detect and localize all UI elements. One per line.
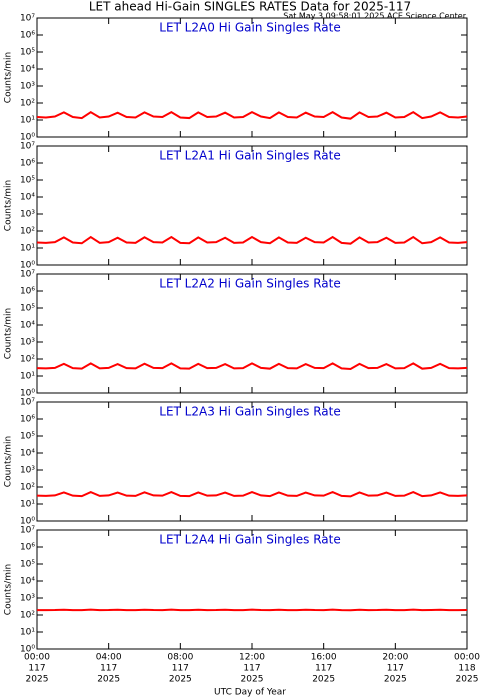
y-axis-label: Counts/min [4, 564, 14, 615]
x-tick-label: 04:00 [96, 653, 122, 663]
x-tick-day: 117 [387, 664, 404, 674]
x-tick-year: 2025 [384, 675, 407, 685]
y-axis-label: Counts/min [4, 436, 14, 487]
y-tick-label: 10⁶ [20, 159, 35, 169]
chart-title: LET ahead Hi-Gain SINGLES RATES Data for… [89, 0, 411, 14]
plot-frame [36, 273, 468, 394]
y-axis-label: Counts/min [4, 308, 14, 359]
x-tick-day: 118 [458, 664, 475, 674]
x-tick-year: 2025 [97, 675, 120, 685]
y-tick-label: 10⁷ [20, 526, 35, 536]
x-tick-day: 117 [172, 664, 189, 674]
x-axis-label: UTC Day of Year [214, 688, 286, 698]
y-tick-label: 10³ [20, 338, 35, 348]
x-tick-label: 20:00 [382, 653, 408, 663]
y-tick-label: 10⁷ [20, 270, 35, 280]
y-tick-label: 10⁵ [20, 48, 35, 58]
y-tick-label: 10⁰ [20, 517, 35, 527]
y-tick-label: 10¹ [20, 500, 35, 510]
y-tick-label: 10⁰ [20, 389, 35, 399]
plot-frame [36, 401, 468, 522]
x-tick-year: 2025 [312, 675, 335, 685]
y-tick-label: 10² [20, 611, 35, 621]
y-tick-label: 10⁴ [20, 577, 35, 587]
y-tick-label: 10⁰ [20, 645, 35, 655]
y-tick-label: 10² [20, 227, 35, 237]
plot-frame [36, 17, 468, 138]
data-line [36, 608, 468, 612]
y-tick-label: 10⁵ [20, 560, 35, 570]
data-line [36, 491, 468, 498]
y-tick-label: 10³ [20, 82, 35, 92]
y-axis-label: Counts/min [4, 180, 14, 231]
x-tick-year: 2025 [169, 675, 192, 685]
y-tick-label: 10⁷ [20, 142, 35, 152]
data-line [36, 110, 468, 120]
y-tick-label: 10⁴ [20, 449, 35, 459]
panel-title: LET L2A4 Hi Gain Singles Rate [159, 533, 340, 547]
panel-title: LET L2A0 Hi Gain Singles Rate [159, 21, 340, 35]
y-tick-label: 10² [20, 355, 35, 365]
y-tick-label: 10⁴ [20, 65, 35, 75]
y-tick-label: 10⁵ [20, 304, 35, 314]
x-tick-year: 2025 [241, 675, 264, 685]
y-tick-label: 10³ [20, 466, 35, 476]
x-tick-year: 2025 [26, 675, 49, 685]
y-tick-label: 10⁴ [20, 321, 35, 331]
x-tick-label: 16:00 [311, 653, 337, 663]
y-tick-label: 10² [20, 483, 35, 493]
y-tick-label: 10² [20, 99, 35, 109]
chart-subtitle: Sat May 3 09:58:01 2025 ACE Science Cent… [283, 12, 466, 21]
x-tick-label: 00:00 [454, 653, 480, 663]
plot-frame [36, 145, 468, 266]
x-tick-day: 117 [28, 664, 45, 674]
panel-title: LET L2A1 Hi Gain Singles Rate [159, 149, 340, 163]
y-axis-label: Counts/min [4, 52, 14, 103]
y-tick-label: 10¹ [20, 244, 35, 254]
y-tick-label: 10⁶ [20, 31, 35, 41]
y-tick-label: 10⁰ [20, 133, 35, 143]
y-tick-label: 10³ [20, 594, 35, 604]
y-tick-label: 10⁵ [20, 432, 35, 442]
x-tick-day: 117 [243, 664, 260, 674]
y-tick-label: 10⁶ [20, 287, 35, 297]
y-tick-label: 10⁶ [20, 415, 35, 425]
y-tick-label: 10⁵ [20, 176, 35, 186]
x-tick-label: 00:00 [24, 653, 50, 663]
y-tick-label: 10¹ [20, 372, 35, 382]
plot-frame [36, 529, 468, 650]
x-tick-label: 08:00 [167, 653, 193, 663]
x-tick-year: 2025 [456, 675, 479, 685]
x-tick-day: 117 [315, 664, 332, 674]
y-tick-label: 10¹ [20, 116, 35, 126]
y-tick-label: 10⁷ [20, 398, 35, 408]
data-line [36, 362, 468, 370]
panel-title: LET L2A3 Hi Gain Singles Rate [159, 405, 340, 419]
y-tick-label: 10¹ [20, 628, 35, 638]
y-tick-label: 10⁴ [20, 193, 35, 203]
y-tick-label: 10⁰ [20, 261, 35, 271]
y-tick-label: 10⁶ [20, 543, 35, 553]
x-tick-label: 12:00 [239, 653, 265, 663]
y-tick-label: 10³ [20, 210, 35, 220]
data-line [36, 235, 468, 245]
y-tick-label: 10⁷ [20, 14, 35, 24]
panel-title: LET L2A2 Hi Gain Singles Rate [159, 277, 340, 291]
x-tick-day: 117 [100, 664, 117, 674]
